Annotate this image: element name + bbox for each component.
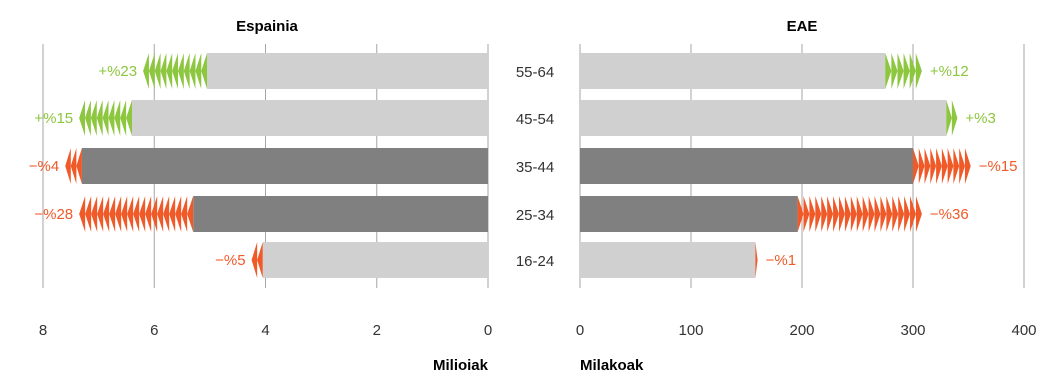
bar (580, 100, 947, 136)
change-label: +%12 (930, 63, 969, 80)
bar (132, 100, 488, 136)
decrease-band (65, 148, 82, 184)
bar (580, 53, 886, 89)
x-tick-label: 200 (789, 322, 814, 339)
x-tick-label: 4 (261, 322, 269, 339)
right-panel: 0 100 200 300 400 +%12 +%3 −%15 −%36 −%1 (576, 44, 1037, 339)
change-label: −%36 (930, 206, 969, 223)
change-label: +%23 (98, 63, 137, 80)
bar (207, 53, 488, 89)
category-label: 25-34 (516, 207, 554, 224)
bar (580, 242, 756, 278)
bar (193, 196, 488, 232)
bar (580, 148, 913, 184)
change-label: +%3 (965, 110, 995, 127)
category-label: 16-24 (516, 253, 554, 270)
change-label: −%5 (215, 252, 245, 269)
x-tick-label: 400 (1011, 322, 1036, 339)
right-title: EAE (787, 18, 818, 35)
x-tick-label: 0 (576, 322, 584, 339)
increase-band (79, 100, 132, 136)
change-label: −%1 (766, 252, 796, 269)
left-unit-label: Milioiak (433, 357, 489, 374)
change-label: −%4 (29, 158, 59, 175)
x-tick-label: 100 (678, 322, 703, 339)
change-label: −%15 (979, 158, 1018, 175)
decrease-band (79, 196, 194, 232)
increase-band (143, 53, 208, 89)
x-tick-label: 2 (373, 322, 381, 339)
category-label: 35-44 (516, 159, 554, 176)
category-label: 55-64 (516, 64, 554, 81)
x-tick-label: 8 (39, 322, 47, 339)
bar (81, 148, 488, 184)
decrease-band (251, 242, 263, 278)
left-title: Espainia (236, 18, 298, 35)
change-label: +%15 (34, 110, 73, 127)
category-label: 45-54 (516, 111, 554, 128)
increase-band (946, 100, 958, 136)
bar (262, 242, 488, 278)
right-unit-label: Milakoak (580, 357, 644, 374)
increase-band (885, 53, 922, 89)
x-tick-label: 6 (150, 322, 158, 339)
change-label: −%28 (34, 206, 73, 223)
decrease-band (755, 242, 758, 278)
x-tick-label: 0 (484, 322, 492, 339)
x-tick-label: 300 (900, 322, 925, 339)
decrease-band (797, 196, 922, 232)
decrease-band (913, 148, 971, 184)
category-labels: 55-64 45-54 35-44 25-34 16-24 (516, 64, 554, 270)
bar (580, 196, 798, 232)
left-panel: 8 6 4 2 0 +%23 +%15 −%4 −%28 −%5 (29, 44, 492, 339)
